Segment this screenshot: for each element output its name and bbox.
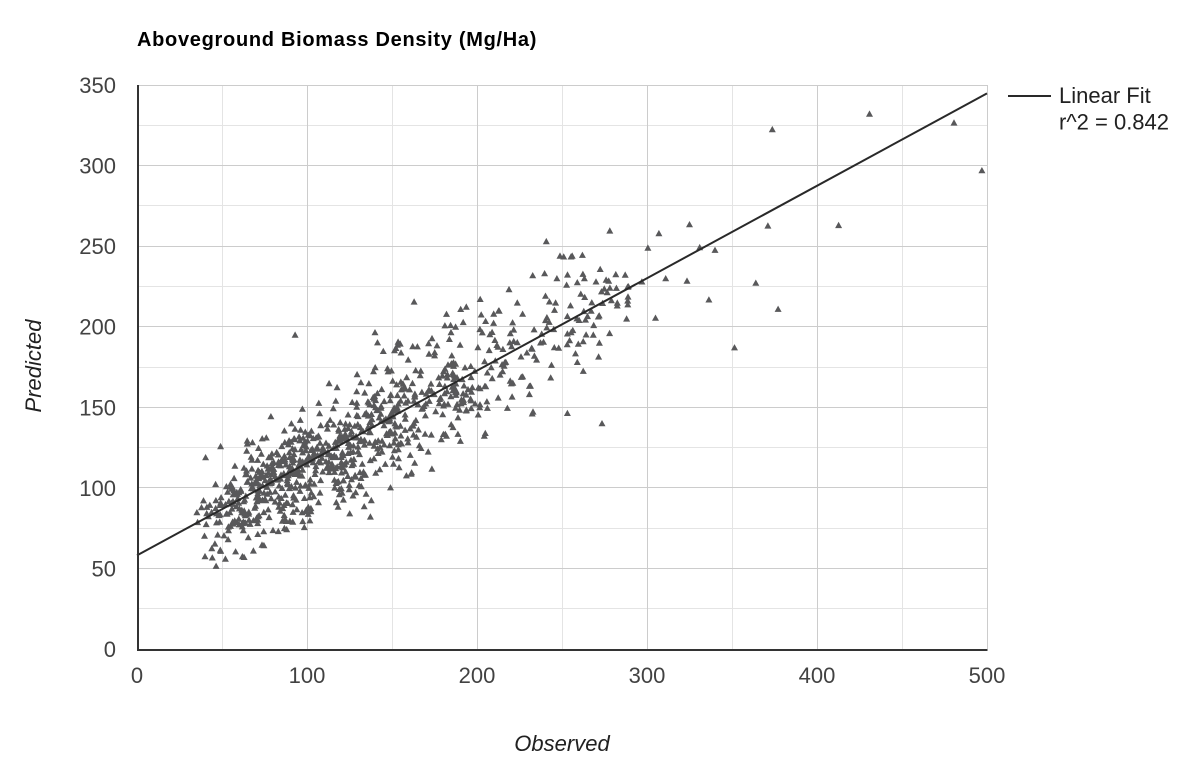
svg-text:0: 0: [104, 637, 116, 662]
svg-text:400: 400: [799, 663, 836, 688]
svg-text:100: 100: [79, 476, 116, 501]
svg-text:Observed: Observed: [514, 731, 610, 756]
svg-text:500: 500: [969, 663, 1006, 688]
svg-text:Predicted: Predicted: [21, 319, 46, 413]
svg-text:0: 0: [131, 663, 143, 688]
svg-text:100: 100: [289, 663, 326, 688]
svg-text:50: 50: [92, 556, 116, 581]
svg-text:350: 350: [79, 73, 116, 98]
svg-text:150: 150: [79, 395, 116, 420]
svg-text:Linear Fit: Linear Fit: [1059, 83, 1151, 108]
svg-text:200: 200: [459, 663, 496, 688]
svg-text:250: 250: [79, 234, 116, 259]
svg-text:r^2 = 0.842: r^2 = 0.842: [1059, 110, 1169, 135]
svg-text:Aboveground Biomass Density (M: Aboveground Biomass Density (Mg/Ha): [137, 29, 537, 51]
svg-text:300: 300: [79, 154, 116, 179]
svg-text:300: 300: [629, 663, 666, 688]
svg-text:200: 200: [79, 315, 116, 340]
